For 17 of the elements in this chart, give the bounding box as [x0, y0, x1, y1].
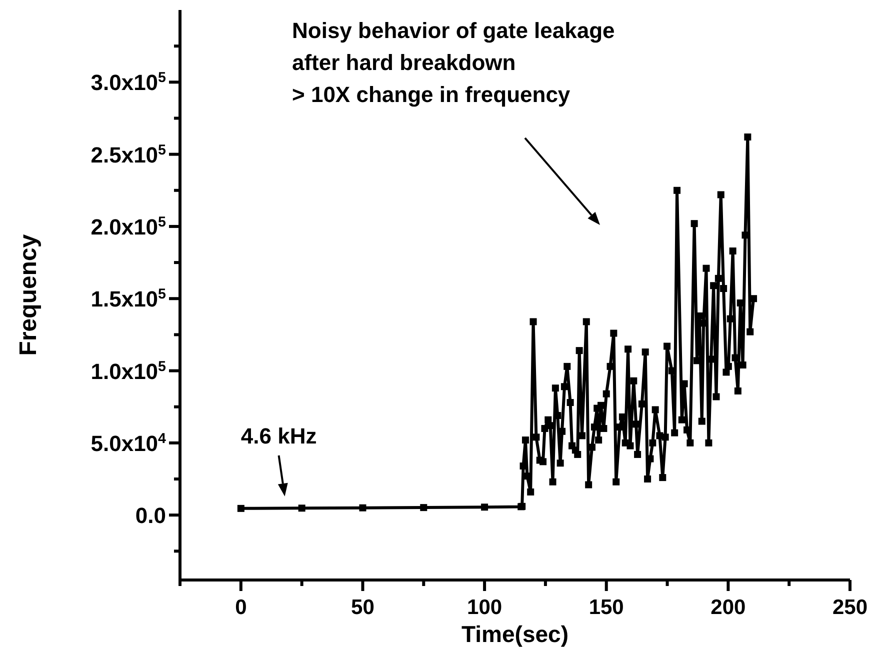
y-tick-label: 0.0: [135, 503, 166, 528]
y-tick-label: 1.5x10$^{5}$: [90, 286, 166, 312]
x-tick-label: 200: [710, 596, 746, 619]
y-tick-label: 3.0x10$^{5}$: [90, 70, 166, 96]
y-tick-label: 2.0x10$^{5}$: [90, 214, 166, 240]
annotation: 4.6 kHz: [240, 423, 317, 448]
annotation: Noisy behavior of gate leakage after hard breakdown > 10X change in frequency: [292, 18, 615, 107]
x-tick-label: 100: [467, 596, 502, 619]
y-tick-label: 5.0x10$^{4}$: [90, 430, 166, 456]
y-tick-label: 2.5x10$^{5}$: [90, 142, 166, 168]
x-tick-label: 250: [832, 596, 868, 619]
y-axis-title: Frequency: [15, 234, 42, 356]
x-tick-label: 0: [235, 596, 247, 619]
x-tick-label: 50: [351, 596, 374, 619]
y-tick-label: 1.0x10$^{5}$: [90, 358, 166, 384]
x-axis-title: Time(sec): [462, 621, 568, 647]
x-tick-label: 150: [588, 596, 624, 619]
